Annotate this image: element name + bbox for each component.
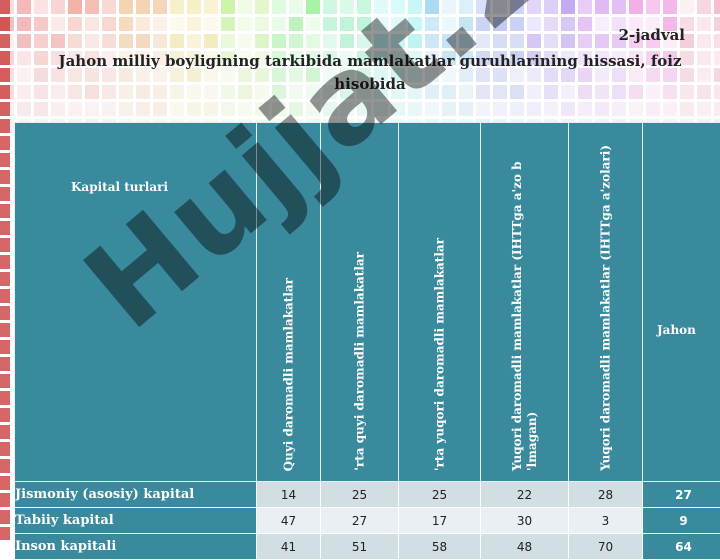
row-label: Tabiiy kapital — [15, 508, 257, 534]
world-cell: 64 — [643, 534, 720, 560]
cell: 17 — [399, 508, 481, 534]
table-row: Inson kapitali 41 51 58 48 70 64 — [15, 534, 720, 560]
row-label: Inson kapitali — [15, 534, 257, 560]
cell: 30 — [481, 508, 569, 534]
header-capital-types: Kapital turlari — [15, 123, 257, 482]
table-number: 2-jadval — [619, 26, 685, 44]
cell: 47 — [257, 508, 321, 534]
cell: 27 — [321, 508, 399, 534]
data-table: Kapital turlari Quyi daromadli mamlakatl… — [14, 122, 720, 560]
header-high-income-oecd: Yuqori daromadli mamlakatlar (IHTTga a'z… — [569, 123, 643, 482]
header-upper-middle-income: 'rta yuqori daromadli mamlakatlar — [399, 123, 481, 482]
header-low-income: Quyi daromadli mamlakatlar — [257, 123, 321, 482]
world-cell: 9 — [643, 508, 720, 534]
cell: 25 — [399, 482, 481, 508]
cell: 14 — [257, 482, 321, 508]
cell: 41 — [257, 534, 321, 560]
cell: 48 — [481, 534, 569, 560]
header-row: Kapital turlari Quyi daromadli mamlakatl… — [15, 123, 720, 482]
cell: 51 — [321, 534, 399, 560]
header-world: Jahon — [643, 123, 720, 482]
cell: 70 — [569, 534, 643, 560]
cell: 22 — [481, 482, 569, 508]
cell: 28 — [569, 482, 643, 508]
cell: 58 — [399, 534, 481, 560]
header-high-income-non-oecd: Yuqori daromadli mamlakatlar (IHTTga a'z… — [481, 123, 569, 482]
table-title: Jahon milliy boyligining tarkibida mamla… — [40, 50, 700, 96]
header-lower-middle-income: 'rta quyi daromadli mamlakatlar — [321, 123, 399, 482]
cell: 3 — [569, 508, 643, 534]
cell: 25 — [321, 482, 399, 508]
table-row: Jismoniy (asosiy) kapital 14 25 25 22 28… — [15, 482, 720, 508]
row-label: Jismoniy (asosiy) kapital — [15, 482, 257, 508]
world-cell: 27 — [643, 482, 720, 508]
table-row: Tabiiy kapital 47 27 17 30 3 9 — [15, 508, 720, 534]
